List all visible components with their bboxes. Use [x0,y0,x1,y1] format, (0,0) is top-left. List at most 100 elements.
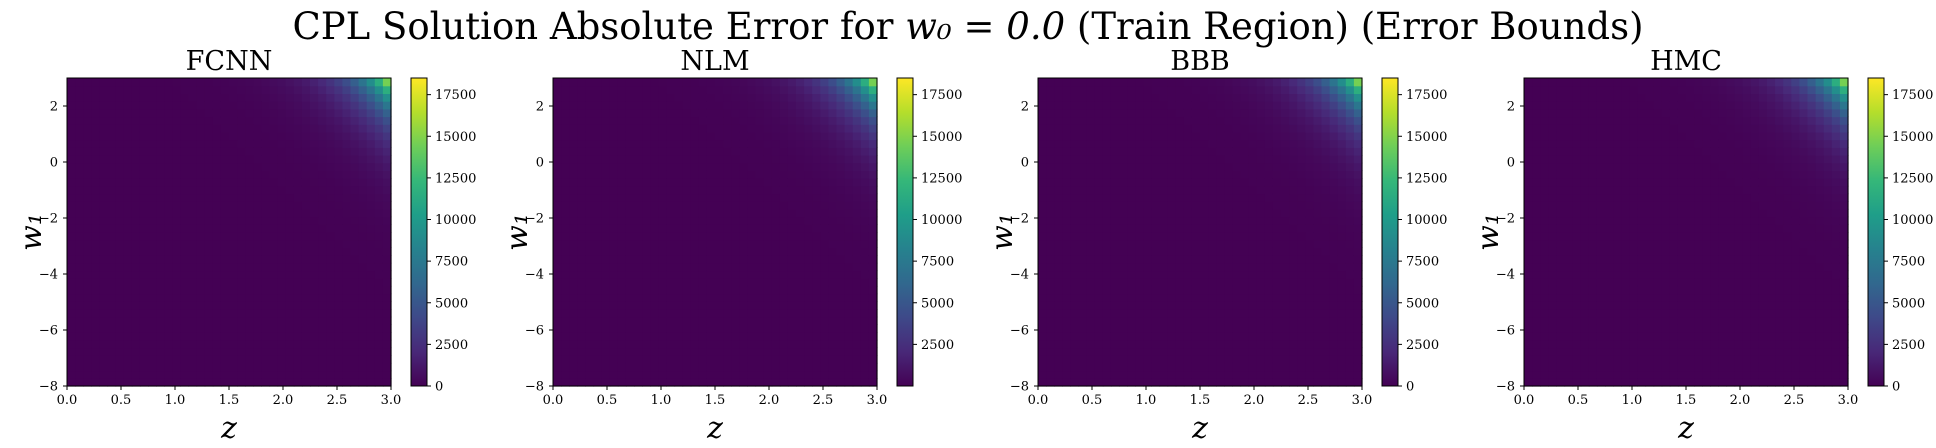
heatmap-cell [285,101,295,110]
heatmap-cell [844,370,854,379]
heatmap-cell [1078,147,1088,156]
heatmap-cell [1070,116,1080,125]
heatmap-cell [245,370,254,379]
heatmap-cell [642,339,651,349]
heatmap-cell [1256,131,1266,141]
y-tick-label: −8 [39,380,58,395]
heatmap-cell [1167,170,1177,179]
heatmap-cell [593,339,603,349]
heatmap-cell [1353,255,1363,264]
heatmap-cell [1524,247,1533,256]
heatmap-cell [739,224,748,233]
heatmap-cell [634,278,643,287]
heatmap-cell [577,262,586,272]
heatmap-cell [148,332,157,341]
heatmap-cell [723,362,732,372]
heatmap-cell [172,116,181,125]
heatmap-cell [358,147,368,156]
heatmap-cell [220,370,230,379]
heatmap-cell [99,224,109,233]
heatmap-cell [1337,193,1347,202]
heatmap-cell [812,355,821,364]
heatmap-cell [139,247,149,256]
heatmap-cell [350,185,360,195]
heatmap-cell [326,116,335,125]
heatmap-cell [682,155,692,164]
heatmap-cell [658,347,667,356]
heatmap-cell [1256,339,1266,349]
heatmap-cell [245,255,254,264]
heatmap-cell [642,301,651,310]
heatmap-cell [1232,131,1242,141]
heatmap-cell [836,193,846,202]
heatmap-cell [585,355,595,364]
heatmap-cell [99,239,109,248]
heatmap-cell [828,108,838,118]
heatmap-cell [1183,278,1193,287]
heatmap-cell [374,101,384,110]
heatmap-cell [366,93,376,102]
heatmap-cell [1054,208,1063,218]
heatmap-cell [115,285,125,295]
heatmap-cell [1329,139,1339,148]
heatmap-cell [1062,232,1071,241]
heatmap-cell [844,124,854,133]
heatmap-cell [245,270,254,279]
heatmap-cell [1070,324,1080,333]
heatmap-cell [1224,178,1233,187]
colorbar-tick-label: 15000 [921,130,962,145]
colorbar-gradient [410,77,428,387]
heatmap-cell [609,255,619,264]
heatmap-cell [1183,178,1193,187]
heatmap-cell [83,93,92,102]
heatmap-cell [1078,309,1088,318]
heatmap-cell [1281,378,1290,387]
heatmap-cell [828,170,838,179]
heatmap-cell [553,239,562,248]
heatmap-cell [1159,108,1169,118]
heatmap-cell [1054,101,1063,110]
heatmap-cell [196,239,206,248]
heatmap-cell [1086,139,1096,148]
heatmap-cell [196,131,206,141]
x-tick-label: 3.0 [867,393,888,408]
heatmap-cell [1110,101,1120,110]
heatmap-cell [625,208,635,218]
heatmap-cell [1345,278,1355,287]
heatmap-cell [1272,201,1282,210]
heatmap-cell [269,185,279,195]
heatmap-cell [601,178,611,187]
heatmap-cell [868,108,878,118]
heatmap-cell [237,339,246,349]
heatmap-cell [156,116,165,125]
heatmap-cell [553,108,562,118]
heatmap-cell [820,131,829,141]
heatmap-cell [1353,131,1363,141]
heatmap-cell [374,116,384,125]
heatmap-cell [609,201,619,210]
heatmap-cell [83,378,92,387]
heatmap-cell [787,216,797,225]
x-tick-label: 0.5 [1082,393,1103,408]
heatmap-cell [755,293,765,302]
heatmap-cell [812,347,821,356]
heatmap-cell [188,270,198,279]
heatmap-cell [67,85,76,94]
heatmap-cell [139,147,149,156]
heatmap-cell [1102,270,1112,279]
heatmap-cell [245,101,254,110]
heatmap-cell [698,378,708,387]
heatmap-cell [763,224,773,233]
heatmap-cell [245,309,254,318]
heatmap-cell [172,232,181,241]
heatmap-cell [828,116,838,125]
heatmap-cell [1159,301,1169,310]
heatmap-cell [1264,278,1274,287]
heatmap-cell [771,270,781,279]
heatmap-cell [763,278,773,287]
heatmap-cell [115,270,125,279]
heatmap-cell [75,224,84,233]
heatmap-cell [747,78,757,87]
heatmap-cell [836,332,846,341]
colorbar-tick-label: 5000 [1406,296,1439,311]
